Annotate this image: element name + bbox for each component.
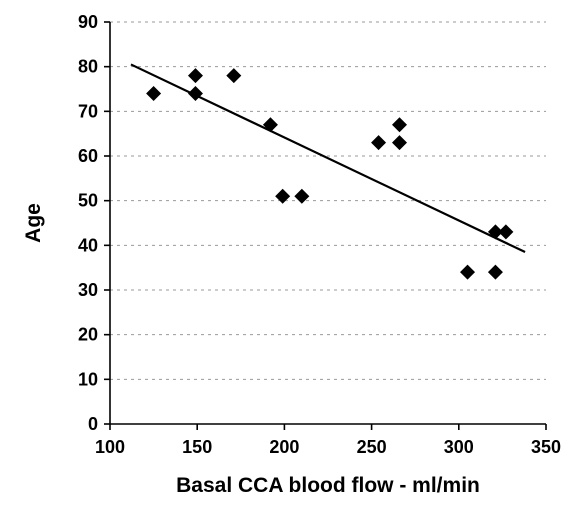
x-tick-label-300: 300 (444, 437, 474, 457)
y-tick-label-50: 50 (78, 191, 98, 211)
data-point-9 (392, 117, 408, 133)
data-point-13 (487, 224, 503, 240)
data-point-8 (371, 135, 387, 151)
data-point-12 (487, 264, 503, 280)
y-tick-label-60: 60 (78, 146, 98, 166)
data-point-3 (187, 85, 203, 101)
x-tick-label-200: 200 (269, 437, 299, 457)
x-tick-label-150: 150 (182, 437, 212, 457)
y-tick-label-20: 20 (78, 325, 98, 345)
y-tick-label-0: 0 (88, 414, 98, 434)
data-point-2 (187, 68, 203, 84)
data-point-11 (460, 264, 476, 280)
data-point-10 (392, 135, 408, 151)
x-tick-label-250: 250 (357, 437, 387, 457)
data-point-6 (275, 188, 291, 204)
y-tick-label-80: 80 (78, 57, 98, 77)
y-tick-label-70: 70 (78, 101, 98, 121)
x-axis-title: Basal CCA blood flow - ml/min (176, 474, 480, 497)
y-tick-label-30: 30 (78, 280, 98, 300)
data-point-14 (498, 224, 514, 240)
y-tick-label-40: 40 (78, 235, 98, 255)
y-axis-title: Age (22, 203, 45, 243)
x-tick-label-350: 350 (531, 437, 561, 457)
data-point-7 (294, 188, 310, 204)
y-tick-label-10: 10 (78, 369, 98, 389)
data-points (146, 68, 514, 280)
y-tick-label-90: 90 (78, 12, 98, 32)
x-tick-label-100: 100 (95, 437, 125, 457)
data-point-1 (146, 85, 162, 101)
data-point-4 (226, 68, 242, 84)
axes: 0 10 20 30 40 50 60 70 80 90 100 150 200 250 300 350 (78, 12, 561, 457)
data-point-5 (262, 117, 278, 133)
gridlines (110, 21, 546, 380)
